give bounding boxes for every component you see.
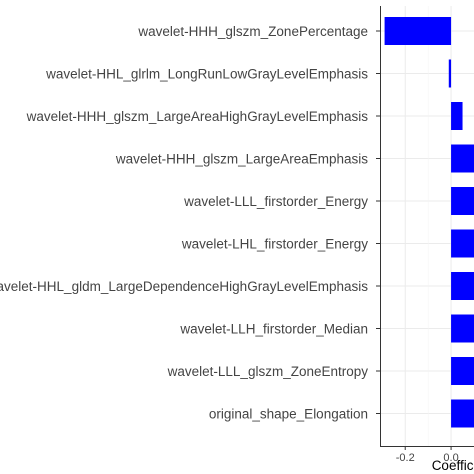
bar-2 — [448, 59, 452, 88]
category-label: wavelet-LLL_glszm_ZoneEntropy — [167, 364, 369, 379]
bar-4 — [451, 144, 474, 173]
panel-border — [380, 6, 474, 447]
category-label: wavelet-LLL_firstorder_Energy — [183, 194, 368, 209]
category-label: wavelet-LHL_firstorder_Energy — [181, 237, 368, 252]
category-label: wavelet-HHH_glszm_LargeAreaEmphasis — [115, 152, 368, 167]
bar-10 — [451, 399, 474, 428]
x-axis: -0.2 0.0 — [396, 446, 459, 464]
bar-5 — [451, 187, 474, 215]
bar-1 — [384, 17, 452, 45]
bar-7 — [451, 272, 474, 300]
x-axis-title: Coefficient — [432, 458, 474, 473]
bar-3 — [451, 102, 463, 130]
x-tick-label: -0.2 — [396, 452, 415, 464]
category-label: wavelet-LLH_firstorder_Median — [179, 322, 368, 337]
category-label: wavelet-HHH_glszm_LargeAreaHighGrayLevel… — [26, 109, 369, 124]
x-tick-label: 0.0 — [443, 452, 458, 464]
bar-8 — [451, 314, 474, 343]
category-label: wavelet-HHH_glszm_ZonePercentage — [137, 24, 368, 39]
bars — [384, 17, 474, 428]
category-label: wavelet-HHL_gldm_LargeDependenceHighGray… — [0, 279, 368, 294]
bar-6 — [451, 229, 474, 258]
category-label: original_shape_Elongation — [209, 407, 368, 422]
category-label: wavelet-HHL_glrlm_LongRunLowGrayLevelEmp… — [45, 67, 368, 82]
bar-9 — [451, 357, 474, 385]
category-labels: wavelet-HHH_glszm_ZonePercentage wavelet-… — [0, 24, 380, 422]
